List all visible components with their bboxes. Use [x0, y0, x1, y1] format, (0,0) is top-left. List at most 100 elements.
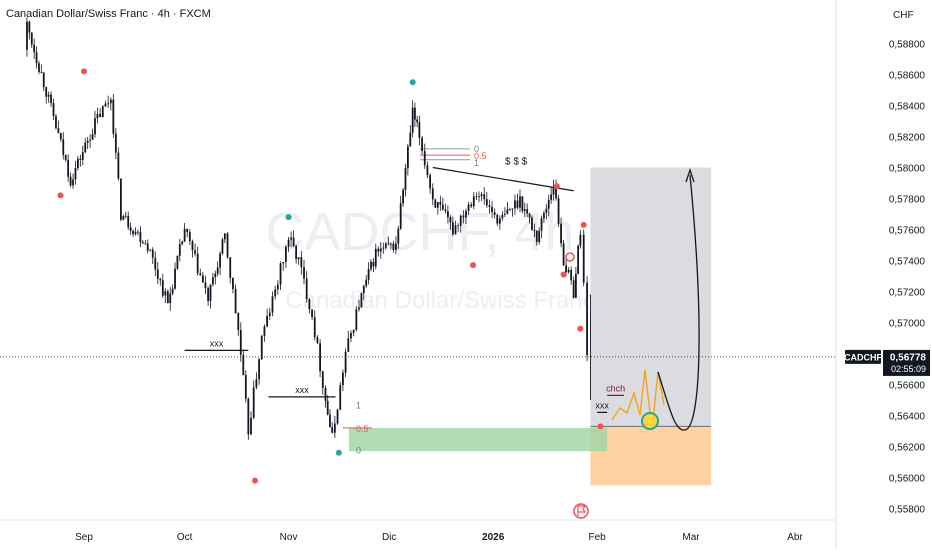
watermark-ticker: CADCHF, 4h — [265, 202, 574, 262]
symbol-title[interactable]: Canadian Dollar/Swiss Franc · 4h · FXCM — [6, 8, 211, 20]
price-axis[interactable]: 0,58800 0,58600 0,58400 0,58200 0,58000 0,578… — [889, 40, 926, 516]
candle-body — [234, 288, 237, 313]
candle-body — [347, 338, 350, 352]
candle-body — [149, 249, 152, 251]
candle-body — [319, 343, 322, 372]
candle-body — [540, 218, 543, 231]
swing-marker-1 — [57, 192, 64, 199]
candle-body — [496, 214, 499, 224]
candle-body — [379, 248, 382, 252]
candle-body — [316, 337, 319, 344]
candle-body — [485, 199, 488, 206]
candle-body — [421, 137, 423, 151]
candle-body — [112, 99, 115, 134]
candle-body — [555, 186, 557, 199]
time-axis[interactable]: Sep Oct Nov Dic 2026 Feb Mar Abr — [75, 532, 803, 543]
candle-body — [67, 159, 70, 177]
fib-label-0.5: 0.5 — [356, 424, 369, 434]
candle-body — [478, 196, 480, 198]
candle-body — [250, 417, 252, 435]
candle-body — [226, 233, 229, 258]
candle-body — [204, 282, 207, 289]
candle-body — [119, 178, 122, 220]
candle-body — [260, 335, 263, 360]
price-tick-7: 0,57400 — [889, 257, 926, 268]
candle-body — [313, 317, 316, 338]
candle-body — [258, 359, 260, 380]
candle-body — [271, 296, 274, 313]
candle-body — [545, 208, 548, 213]
candle-body — [562, 243, 565, 266]
candle-body — [274, 289, 277, 297]
candle-body — [493, 212, 496, 215]
zone-green — [348, 427, 608, 452]
candle-body — [503, 213, 506, 215]
candle-body — [514, 200, 516, 209]
candle-body — [321, 371, 324, 388]
candle-body — [114, 133, 117, 153]
swing-marker-2 — [252, 477, 259, 484]
candle-body — [519, 196, 521, 208]
candle-body — [577, 245, 580, 275]
candle-body — [28, 21, 31, 33]
candle-body — [329, 414, 331, 428]
candle-body — [211, 277, 214, 285]
price-tick-14: 0,55800 — [889, 505, 926, 516]
candle-body — [488, 205, 491, 208]
event-flag-glyph — [577, 505, 587, 516]
candle-body — [176, 255, 179, 269]
swing-ring — [565, 252, 575, 262]
candle-body — [94, 118, 96, 135]
candle-body — [449, 217, 452, 223]
level-label-2: xxx — [595, 400, 609, 410]
time-tick-4: 2026 — [482, 532, 505, 543]
candle-body — [535, 230, 538, 242]
candle-body — [387, 243, 390, 245]
candle-body — [201, 275, 204, 283]
projection-curve — [657, 174, 700, 431]
candle-body — [214, 273, 217, 278]
candle-body — [384, 243, 387, 248]
candle-body — [557, 198, 560, 224]
candle-body — [188, 232, 191, 242]
swing-marker-9 — [577, 325, 584, 332]
candle-body — [223, 233, 226, 240]
candle-body — [47, 94, 50, 97]
price-badge-bg — [883, 349, 930, 376]
candle-body — [26, 21, 28, 50]
candle-body — [441, 204, 444, 210]
fib-label-0: 0 — [356, 446, 361, 456]
candle-body — [543, 212, 545, 219]
candle-body — [406, 146, 409, 169]
candle-body — [164, 291, 167, 296]
candle-body — [444, 209, 447, 212]
candle-body — [355, 309, 358, 330]
price-tick-0: 0,58800 — [889, 40, 926, 51]
zone-orange — [590, 426, 712, 486]
candle-body — [547, 199, 550, 209]
fib2-label-0.5: 0.5 — [474, 151, 487, 161]
swing-marker-6 — [470, 262, 477, 269]
time-tick-6: Mar — [682, 532, 700, 543]
candle-body — [572, 280, 575, 298]
candle-body — [567, 269, 570, 273]
candle-body — [268, 312, 271, 317]
price-tick-9: 0,57000 — [889, 319, 926, 330]
candle-body — [69, 176, 72, 186]
price-tick-6: 0,57600 — [889, 226, 926, 237]
currency-label[interactable]: CHF — [893, 10, 914, 21]
time-tick-5: Feb — [589, 532, 607, 543]
candle-body — [331, 427, 334, 433]
level-label-0: xxx — [210, 338, 224, 348]
candle-body — [72, 179, 74, 186]
candle-body — [86, 140, 89, 143]
price-tick-5: 0,57800 — [889, 195, 926, 206]
candle-body — [531, 217, 533, 230]
candles-group — [26, 17, 588, 440]
candle-body — [528, 213, 531, 218]
candle-body — [244, 375, 247, 399]
candle-body — [574, 274, 577, 298]
candle-body — [352, 329, 355, 333]
